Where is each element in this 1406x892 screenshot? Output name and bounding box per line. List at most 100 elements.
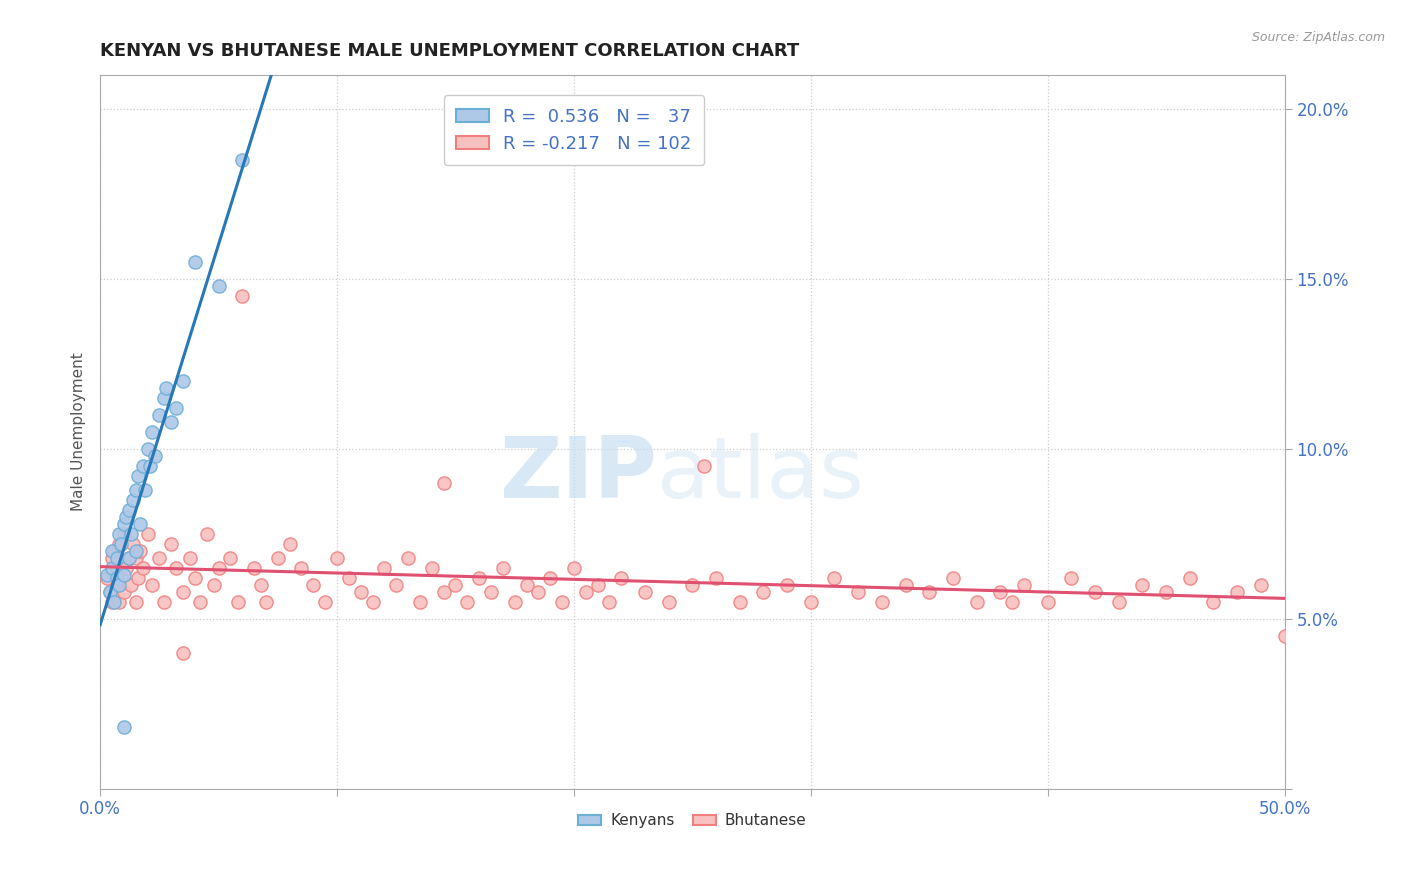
Point [1226, 584, 1249, 599]
Point [610, 571, 633, 585]
Point [110, 571, 132, 585]
Point [231, 289, 253, 303]
Point [704, 571, 727, 585]
Point [433, 475, 456, 490]
Point [575, 584, 598, 599]
Point [172, 584, 194, 599]
Point [184, 571, 207, 585]
Point [1001, 595, 1024, 609]
Point [226, 595, 249, 609]
Point [396, 550, 419, 565]
Point [1154, 584, 1177, 599]
Point [101, 543, 124, 558]
Text: KENYAN VS BHUTANESE MALE UNEMPLOYMENT CORRELATION CHART: KENYAN VS BHUTANESE MALE UNEMPLOYMENT CO… [100, 42, 800, 60]
Point [103, 595, 125, 609]
Point [551, 595, 574, 609]
Point [219, 550, 242, 565]
Point [160, 537, 183, 551]
Point [132, 560, 155, 574]
Point [562, 560, 585, 574]
Point [155, 381, 177, 395]
Point [1250, 578, 1272, 592]
Point [98, 584, 121, 599]
Point [681, 578, 703, 592]
Point [134, 483, 156, 497]
Point [634, 584, 657, 599]
Point [658, 595, 681, 609]
Point [112, 567, 135, 582]
Point [115, 560, 138, 574]
Point [420, 560, 443, 574]
Point [966, 595, 988, 609]
Point [115, 509, 138, 524]
Legend: Kenyans, Bhutanese: Kenyans, Bhutanese [572, 807, 813, 834]
Point [139, 458, 162, 473]
Point [136, 526, 159, 541]
Point [373, 560, 395, 574]
Point [105, 550, 128, 565]
Point [124, 550, 146, 565]
Point [326, 550, 349, 565]
Point [108, 526, 131, 541]
Point [503, 595, 526, 609]
Point [105, 560, 128, 574]
Point [165, 401, 187, 415]
Point [538, 571, 561, 585]
Point [314, 595, 336, 609]
Point [160, 415, 183, 429]
Point [752, 584, 775, 599]
Point [918, 584, 941, 599]
Point [195, 526, 218, 541]
Point [101, 595, 124, 609]
Point [124, 483, 146, 497]
Point [108, 578, 131, 592]
Point [870, 595, 893, 609]
Point [96, 567, 118, 582]
Point [1036, 595, 1059, 609]
Point [302, 578, 325, 592]
Point [728, 595, 751, 609]
Point [1012, 578, 1035, 592]
Point [1202, 595, 1225, 609]
Point [385, 578, 408, 592]
Point [988, 584, 1011, 599]
Point [112, 584, 135, 599]
Point [101, 560, 124, 574]
Point [172, 374, 194, 388]
Point [148, 408, 170, 422]
Text: atlas: atlas [657, 434, 865, 516]
Point [129, 516, 152, 531]
Point [165, 560, 187, 574]
Point [693, 458, 716, 473]
Point [1274, 629, 1296, 643]
Text: Source: ZipAtlas.com: Source: ZipAtlas.com [1251, 31, 1385, 45]
Point [148, 550, 170, 565]
Point [141, 578, 163, 592]
Point [117, 550, 139, 565]
Point [361, 595, 384, 609]
Point [124, 595, 146, 609]
Point [105, 578, 128, 592]
Point [492, 560, 515, 574]
Point [468, 571, 491, 585]
Point [143, 449, 166, 463]
Point [179, 550, 201, 565]
Point [1084, 584, 1107, 599]
Point [207, 560, 229, 574]
Point [1178, 571, 1201, 585]
Point [444, 578, 467, 592]
Point [267, 550, 290, 565]
Point [129, 543, 152, 558]
Point [527, 584, 550, 599]
Point [117, 503, 139, 517]
Point [112, 516, 135, 531]
Point [112, 720, 135, 734]
Point [1108, 595, 1130, 609]
Point [103, 543, 125, 558]
Point [231, 153, 253, 168]
Point [1060, 571, 1083, 585]
Point [96, 571, 118, 585]
Point [800, 595, 823, 609]
Point [278, 537, 301, 551]
Point [153, 391, 176, 405]
